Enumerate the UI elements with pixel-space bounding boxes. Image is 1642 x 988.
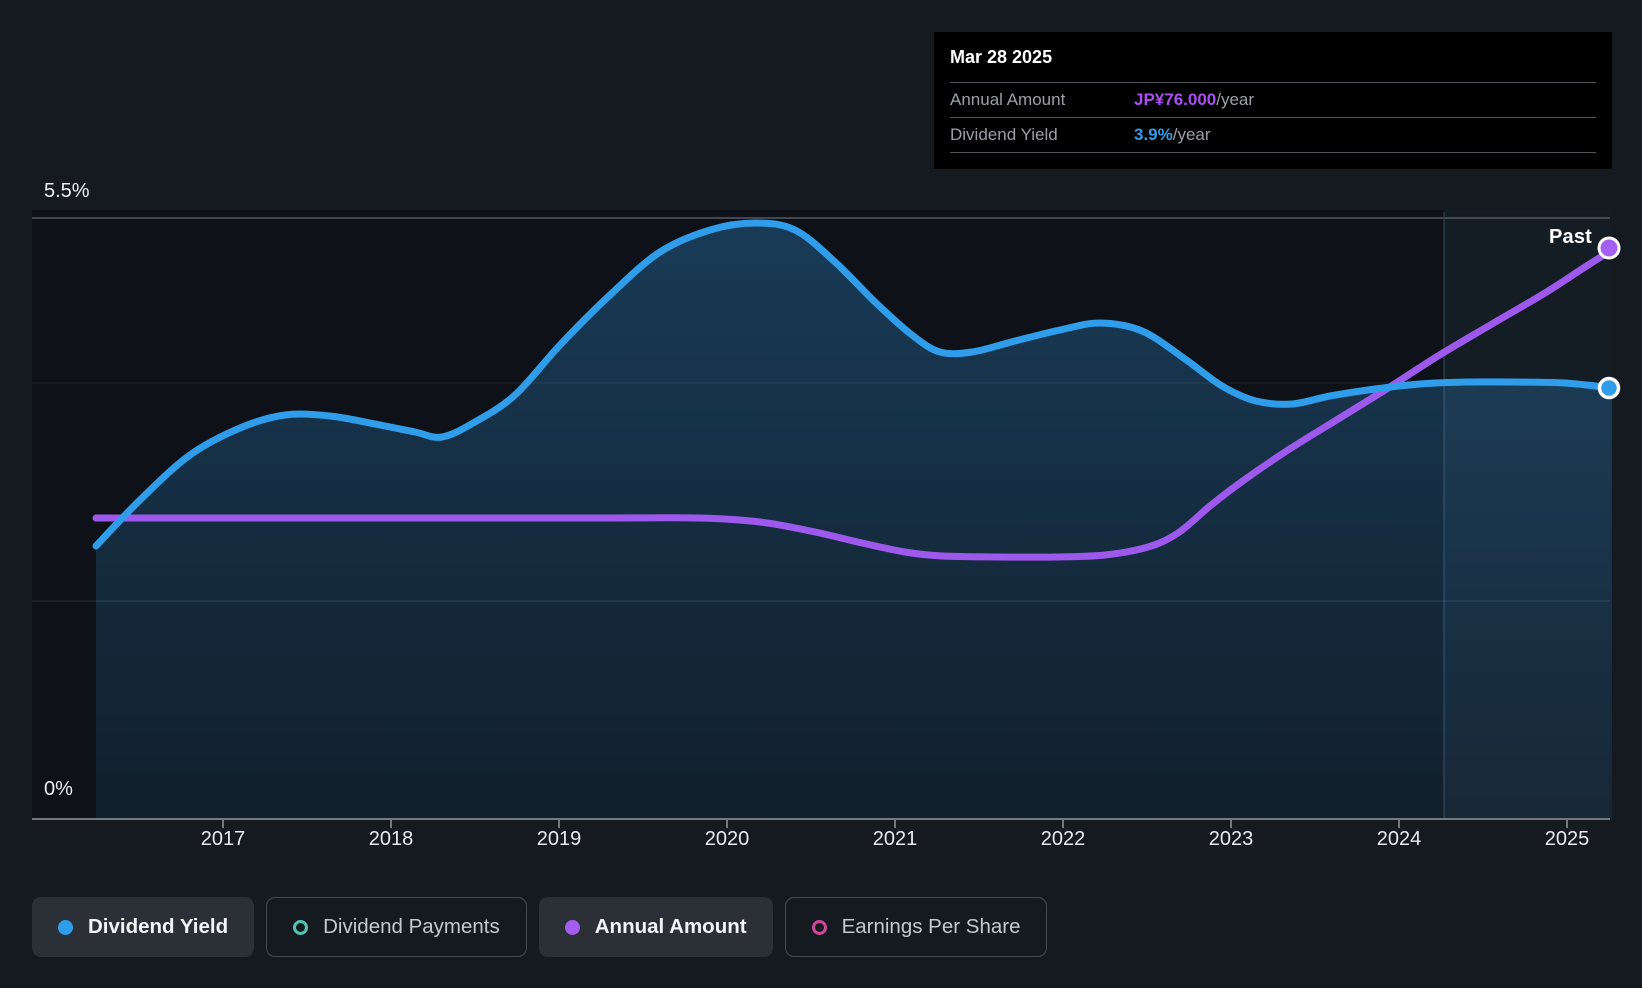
earnings-per-share-ring-icon <box>811 919 827 935</box>
tooltip-date: Mar 28 2025 <box>950 46 1053 67</box>
x-axis-label-2019: 2019 <box>536 828 582 850</box>
legend-label: Dividend Payments <box>323 915 500 938</box>
x-axis-label-2022: 2022 <box>1040 828 1086 850</box>
x-axis-label-2018: 2018 <box>368 828 414 850</box>
legend-label: Earnings Per Share <box>841 915 1021 938</box>
legend-button-dividend-payments[interactable]: Dividend Payments <box>266 897 527 957</box>
past-label: Past <box>1548 226 1592 248</box>
tooltip-row-label: Dividend Yield <box>950 125 1058 144</box>
legend-button-dividend-yield[interactable]: Dividend Yield <box>32 897 255 957</box>
dividend-yield-endpoint-marker <box>1597 376 1621 400</box>
annual-amount-line <box>92 246 1616 561</box>
chart-legend: Dividend Yield Dividend Payments Annual Am… <box>32 897 1048 957</box>
legend-button-earnings-per-share[interactable]: Earnings Per Share <box>784 897 1048 957</box>
y-axis-max-label: 5.5% <box>44 180 90 202</box>
x-axis-label-2021: 2021 <box>872 828 918 850</box>
tooltip-row-value: 3.9% <box>1134 125 1173 144</box>
x-axis-label-2023: 2023 <box>1208 828 1254 850</box>
dividend-yield-dot-icon <box>58 919 73 935</box>
legend-button-annual-amount[interactable]: Annual Amount <box>538 897 773 957</box>
legend-label: Dividend Yield <box>88 915 229 938</box>
x-axis-label-2024: 2024 <box>1376 828 1422 850</box>
tooltip-row-label: Annual Amount <box>950 90 1066 109</box>
tooltip-row-dividend-yield: Dividend Yield 3.9%/year <box>950 117 1596 153</box>
dividend-yield-line <box>92 219 1616 550</box>
x-axis-label-2017: 2017 <box>200 828 246 850</box>
x-axis-ticks <box>222 819 1568 828</box>
dividend-payments-ring-icon <box>293 919 309 935</box>
tooltip-row-unit: /year <box>1216 90 1255 109</box>
y-axis-min-label: 0% <box>44 778 73 800</box>
past-region-band <box>1444 210 1610 819</box>
chart-tooltip: Mar 28 2025 Annual Amount JP¥76.000/year D… <box>934 32 1612 169</box>
tooltip-row-annual-amount: Annual Amount JP¥76.000/year <box>950 82 1596 117</box>
annual-amount-endpoint-marker <box>1597 236 1621 260</box>
tooltip-row-value: JP¥76.000 <box>1134 90 1217 109</box>
x-axis-label-2020: 2020 <box>704 828 750 850</box>
legend-label: Annual Amount <box>594 915 747 938</box>
dividend-yield-area <box>96 223 1612 819</box>
x-axis-label-2025: 2025 <box>1544 828 1590 850</box>
tooltip-row-unit: /year <box>1172 125 1211 144</box>
annual-amount-dot-icon <box>564 919 580 935</box>
